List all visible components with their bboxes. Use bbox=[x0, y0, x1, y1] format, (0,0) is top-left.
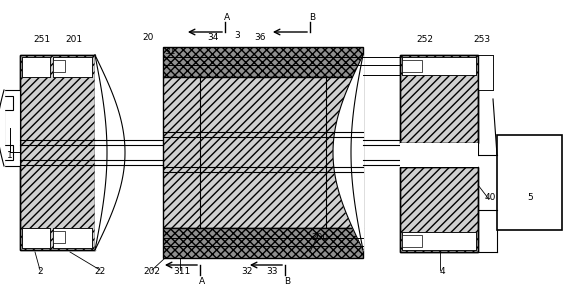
Bar bbox=[497, 135, 562, 230]
Bar bbox=[22, 228, 50, 248]
Text: 252: 252 bbox=[417, 36, 434, 45]
Text: 1: 1 bbox=[7, 150, 13, 160]
Text: 5: 5 bbox=[527, 194, 533, 203]
Bar bbox=[53, 57, 92, 77]
Polygon shape bbox=[4, 90, 20, 166]
Bar bbox=[20, 55, 95, 250]
Bar bbox=[163, 77, 363, 228]
Text: 40: 40 bbox=[484, 194, 496, 203]
Bar bbox=[402, 232, 476, 250]
Bar bbox=[400, 55, 478, 143]
Bar bbox=[20, 55, 95, 250]
Text: 200: 200 bbox=[311, 232, 328, 241]
Text: A: A bbox=[199, 278, 205, 287]
Text: A: A bbox=[224, 14, 230, 23]
Bar bbox=[400, 55, 478, 143]
Bar bbox=[22, 228, 50, 248]
Text: 36: 36 bbox=[254, 33, 266, 42]
Bar bbox=[163, 228, 363, 258]
Bar bbox=[402, 57, 476, 75]
Text: B: B bbox=[309, 14, 315, 23]
Text: 33: 33 bbox=[266, 268, 278, 277]
Bar bbox=[22, 57, 50, 77]
Bar bbox=[478, 55, 493, 90]
Bar bbox=[22, 57, 50, 77]
Text: 202: 202 bbox=[143, 268, 160, 277]
Bar bbox=[53, 57, 92, 77]
Bar bbox=[400, 143, 478, 167]
Text: B: B bbox=[284, 278, 290, 287]
Text: 2: 2 bbox=[37, 268, 43, 277]
Text: 253: 253 bbox=[473, 36, 490, 45]
Text: 20: 20 bbox=[142, 33, 154, 42]
Bar bbox=[402, 232, 476, 250]
Text: 32: 32 bbox=[241, 268, 253, 277]
Text: 3: 3 bbox=[234, 30, 240, 39]
Text: 201: 201 bbox=[65, 36, 83, 45]
Bar bbox=[163, 47, 363, 77]
Text: 22: 22 bbox=[94, 268, 106, 277]
Text: 251: 251 bbox=[34, 36, 51, 45]
Text: 31: 31 bbox=[164, 48, 176, 57]
Bar bbox=[402, 235, 422, 247]
Text: 4: 4 bbox=[439, 268, 445, 277]
Bar bbox=[53, 228, 92, 248]
Bar bbox=[53, 231, 65, 243]
Bar bbox=[400, 167, 478, 252]
Bar bbox=[402, 57, 476, 75]
Bar bbox=[402, 60, 422, 72]
Text: 311: 311 bbox=[174, 268, 191, 277]
Bar bbox=[478, 55, 493, 90]
Text: 34: 34 bbox=[207, 33, 218, 42]
Bar bbox=[400, 167, 478, 252]
Bar bbox=[53, 228, 92, 248]
Bar bbox=[53, 60, 65, 72]
